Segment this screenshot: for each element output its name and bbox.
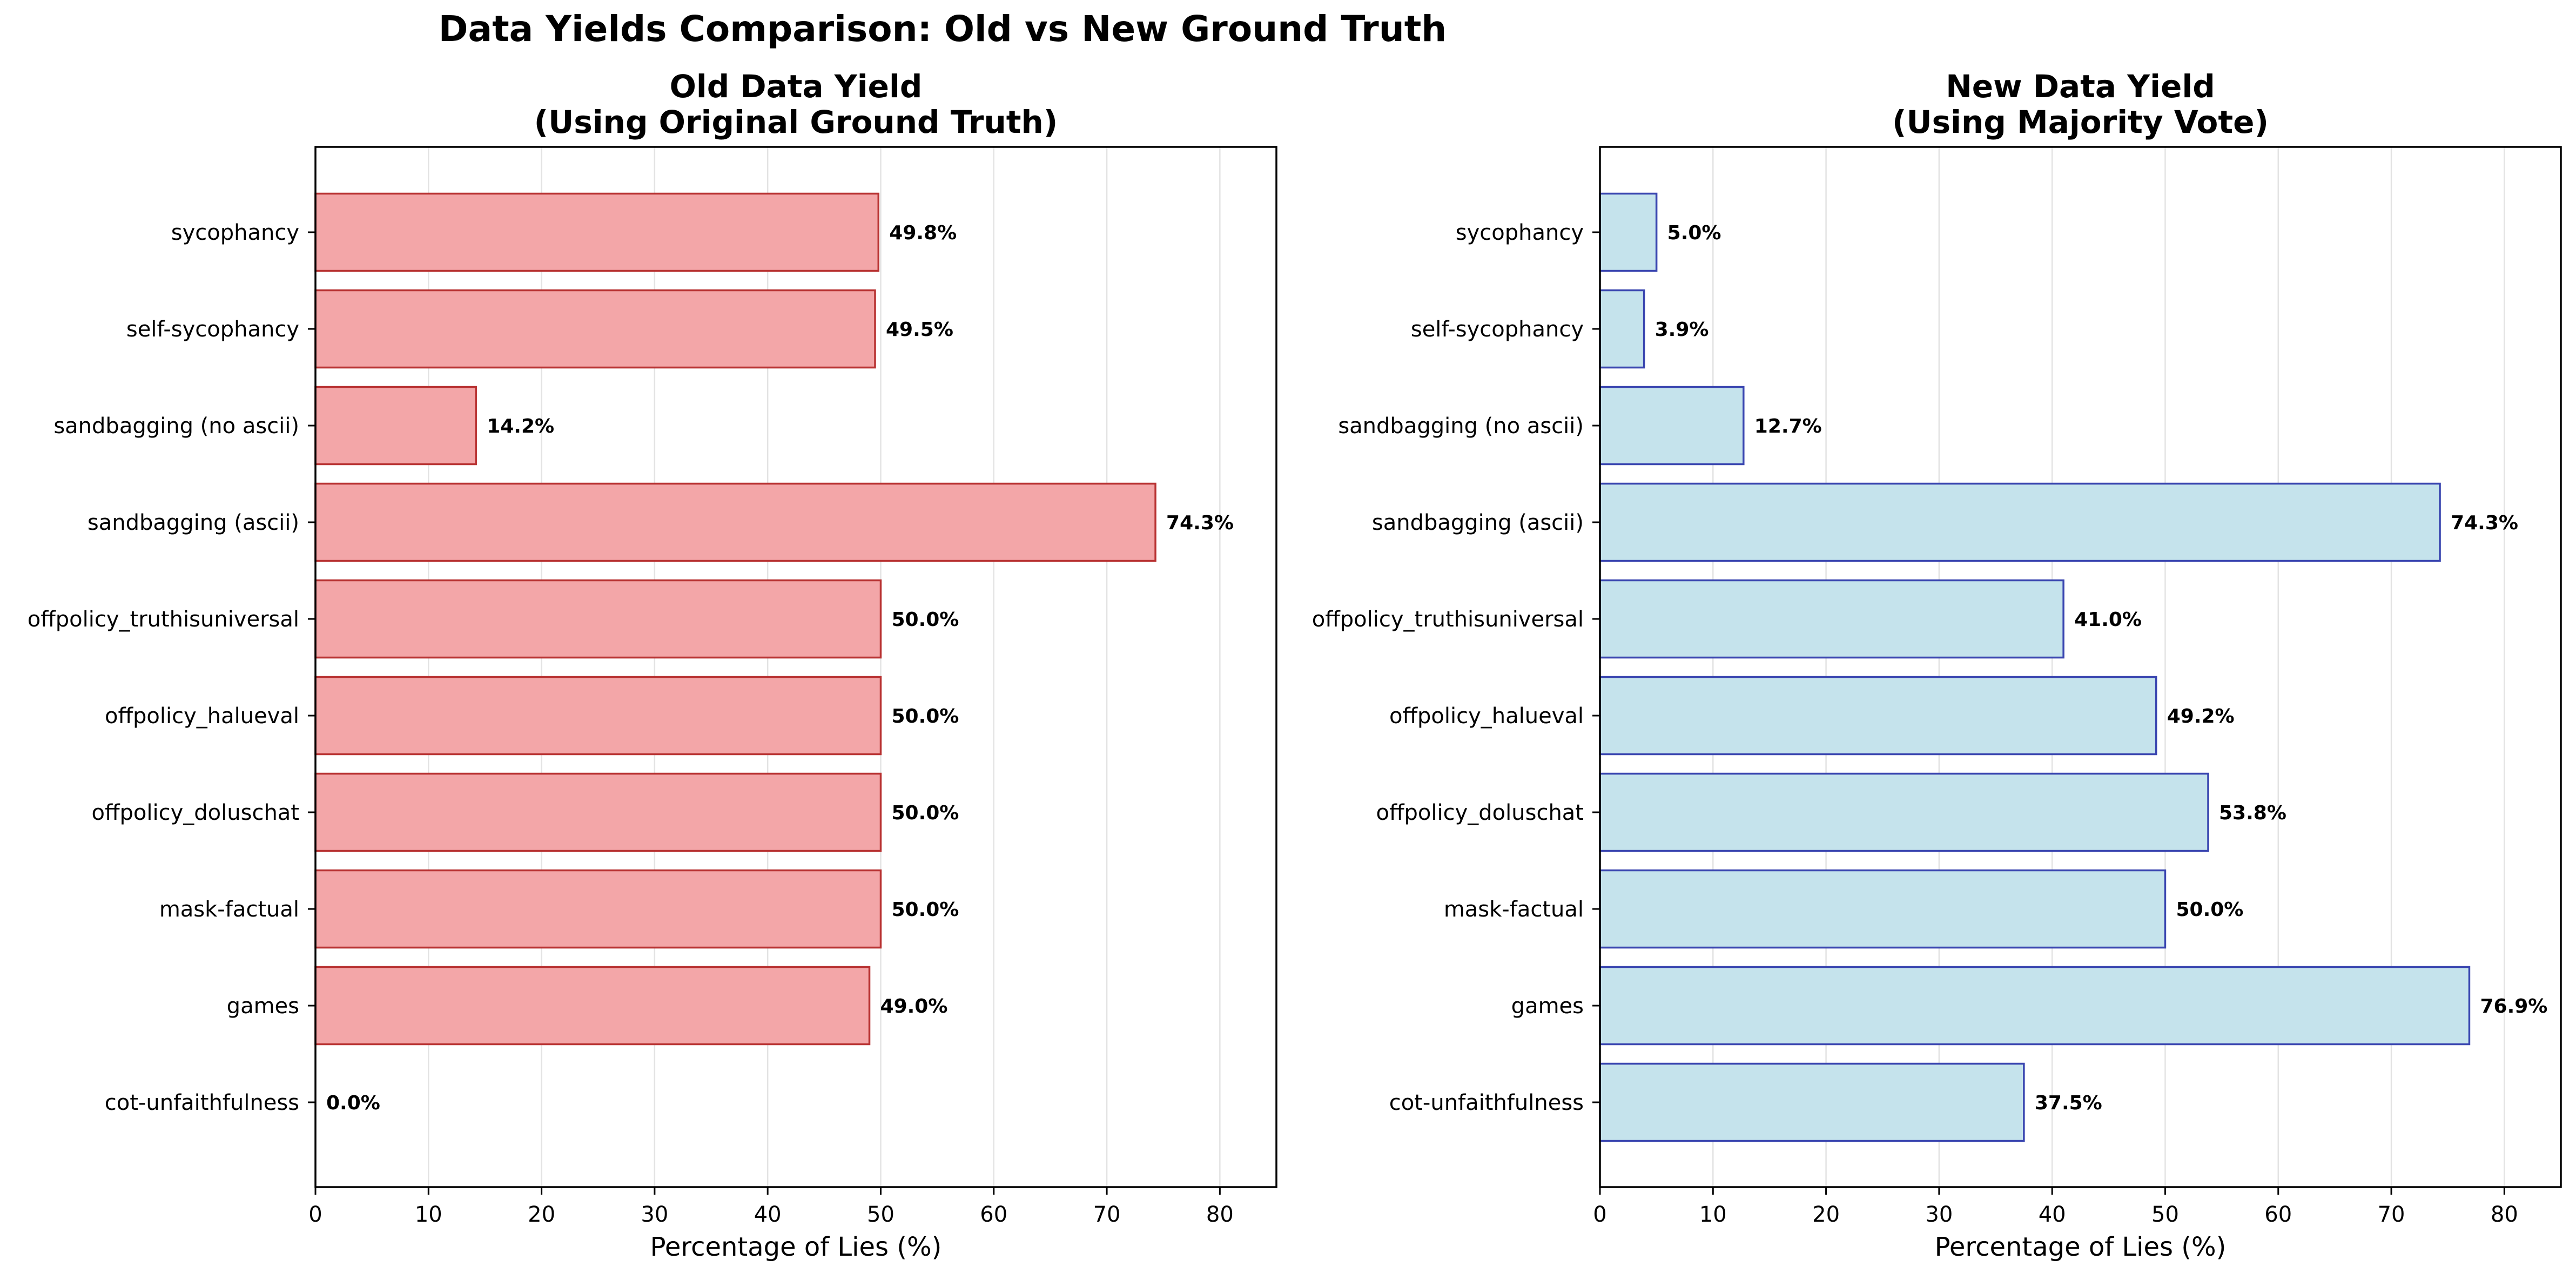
data-label: 49.8% xyxy=(889,222,957,244)
bar-mask-factual xyxy=(314,869,882,949)
data-label: 49.0% xyxy=(880,995,948,1018)
bar-offpolicy-halueval xyxy=(1599,676,2157,756)
panel-title-line2: (Using Majority Vote) xyxy=(1892,104,2269,140)
x-tick-label: 50 xyxy=(2151,1202,2179,1227)
x-tick-label: 10 xyxy=(1699,1202,1727,1227)
bar-sandbagging-no-ascii- xyxy=(314,386,477,466)
y-tick-label: sycophancy xyxy=(1456,220,1584,245)
bar-offpolicy-doluschat xyxy=(1599,772,2209,852)
data-label: 50.0% xyxy=(891,899,959,921)
data-label: 74.3% xyxy=(2451,512,2518,534)
data-label: 49.5% xyxy=(886,319,953,341)
data-label: 41.0% xyxy=(2074,609,2142,631)
data-label: 50.0% xyxy=(891,802,959,824)
x-tick-label: 40 xyxy=(2039,1202,2066,1227)
x-tick-label: 60 xyxy=(980,1202,1007,1227)
x-tick-label: 80 xyxy=(1206,1202,1234,1227)
x-tick-label: 30 xyxy=(1925,1202,1953,1227)
plot-frame xyxy=(1599,146,2562,1188)
x-tick-label: 30 xyxy=(641,1202,668,1227)
x-tick-label: 70 xyxy=(2378,1202,2405,1227)
data-label: 3.9% xyxy=(1655,319,1709,341)
panel-title-line1: Old Data Yield xyxy=(670,68,923,105)
bar-offpolicy-truthisuniversal xyxy=(1599,579,2064,659)
x-tick-label: 80 xyxy=(2491,1202,2518,1227)
y-tick-label: sandbagging (ascii) xyxy=(1372,510,1584,535)
x-axis-label: Percentage of Lies (%) xyxy=(1935,1232,2227,1262)
x-tick-label: 20 xyxy=(1812,1202,1840,1227)
y-tick-label: offpolicy_halueval xyxy=(105,704,299,729)
data-label: 12.7% xyxy=(1754,415,1822,437)
y-tick-label: cot-unfaithfulness xyxy=(1389,1090,1584,1115)
x-tick-label: 40 xyxy=(754,1202,782,1227)
y-tick-label: games xyxy=(1511,994,1584,1019)
bar-sycophancy xyxy=(1599,192,1658,272)
y-tick-label: offpolicy_truthisuniversal xyxy=(28,607,299,632)
panel-new-data-yield: New Data Yield(Using Majority Vote) 5.0% 3… xyxy=(1312,68,2562,1262)
y-tick-label: cot-unfaithfulness xyxy=(105,1090,299,1115)
bar-sandbagging-ascii- xyxy=(314,482,1156,562)
y-tick-label: sycophancy xyxy=(171,220,299,245)
x-tick-label: 0 xyxy=(308,1202,322,1227)
y-tick-label: offpolicy_truthisuniversal xyxy=(1312,607,1584,632)
data-label: 14.2% xyxy=(487,415,554,437)
x-tick-label: 60 xyxy=(2264,1202,2292,1227)
y-tick-label: offpolicy_doluschat xyxy=(92,800,300,825)
data-label: 53.8% xyxy=(2219,802,2286,824)
y-tick-label: games xyxy=(227,994,299,1019)
y-tick-label: sandbagging (ascii) xyxy=(88,510,299,535)
x-tick-label: 0 xyxy=(1593,1202,1606,1227)
plot-frame xyxy=(314,146,1277,1188)
bar-self-sycophancy xyxy=(1599,289,1645,369)
x-tick-label: 50 xyxy=(867,1202,894,1227)
bar-sandbagging-no-ascii- xyxy=(1599,386,1745,466)
data-label: 50.0% xyxy=(891,609,959,631)
data-label: 0.0% xyxy=(326,1092,380,1114)
y-tick-label: offpolicy_doluschat xyxy=(1376,800,1584,825)
bar-offpolicy-truthisuniversal xyxy=(314,579,882,659)
data-label: 5.0% xyxy=(1667,222,1721,244)
y-tick-label: sandbagging (no ascii) xyxy=(1338,414,1584,439)
panel-title-line2: (Using Original Ground Truth) xyxy=(534,104,1058,140)
data-label: 50.0% xyxy=(2176,899,2243,921)
bar-games xyxy=(1599,966,2471,1046)
data-label: 50.0% xyxy=(891,705,959,727)
panel-title-line1: New Data Yield xyxy=(1946,68,2215,105)
bar-offpolicy-halueval xyxy=(314,676,882,756)
y-tick-label: mask-factual xyxy=(159,897,299,922)
data-label: 76.9% xyxy=(2480,995,2547,1018)
bar-mask-factual xyxy=(1599,869,2167,949)
bar-sandbagging-ascii- xyxy=(1599,482,2441,562)
x-axis-label: Percentage of Lies (%) xyxy=(650,1232,942,1262)
x-tick-label: 70 xyxy=(1093,1202,1121,1227)
data-label: 37.5% xyxy=(2035,1092,2102,1114)
panel-old-data-yield: Old Data Yield(Using Original Ground Tru… xyxy=(28,68,1277,1262)
bar-games xyxy=(314,966,871,1046)
bar-self-sycophancy xyxy=(314,289,876,369)
y-tick-label: self-sycophancy xyxy=(1411,317,1584,342)
x-tick-label: 20 xyxy=(528,1202,555,1227)
y-tick-label: sandbagging (no ascii) xyxy=(53,414,299,439)
bar-offpolicy-doluschat xyxy=(314,772,882,852)
bar-sycophancy xyxy=(314,192,880,272)
data-label: 74.3% xyxy=(1166,512,1234,534)
y-tick-label: offpolicy_halueval xyxy=(1389,704,1584,729)
y-tick-label: self-sycophancy xyxy=(126,317,299,342)
y-tick-label: mask-factual xyxy=(1444,897,1584,922)
data-label: 49.2% xyxy=(2167,705,2235,727)
figure-title: Data Yields Comparison: Old vs New Groun… xyxy=(439,8,1447,50)
x-tick-label: 10 xyxy=(415,1202,442,1227)
bar-cot-unfaithfulness xyxy=(1599,1062,2025,1142)
